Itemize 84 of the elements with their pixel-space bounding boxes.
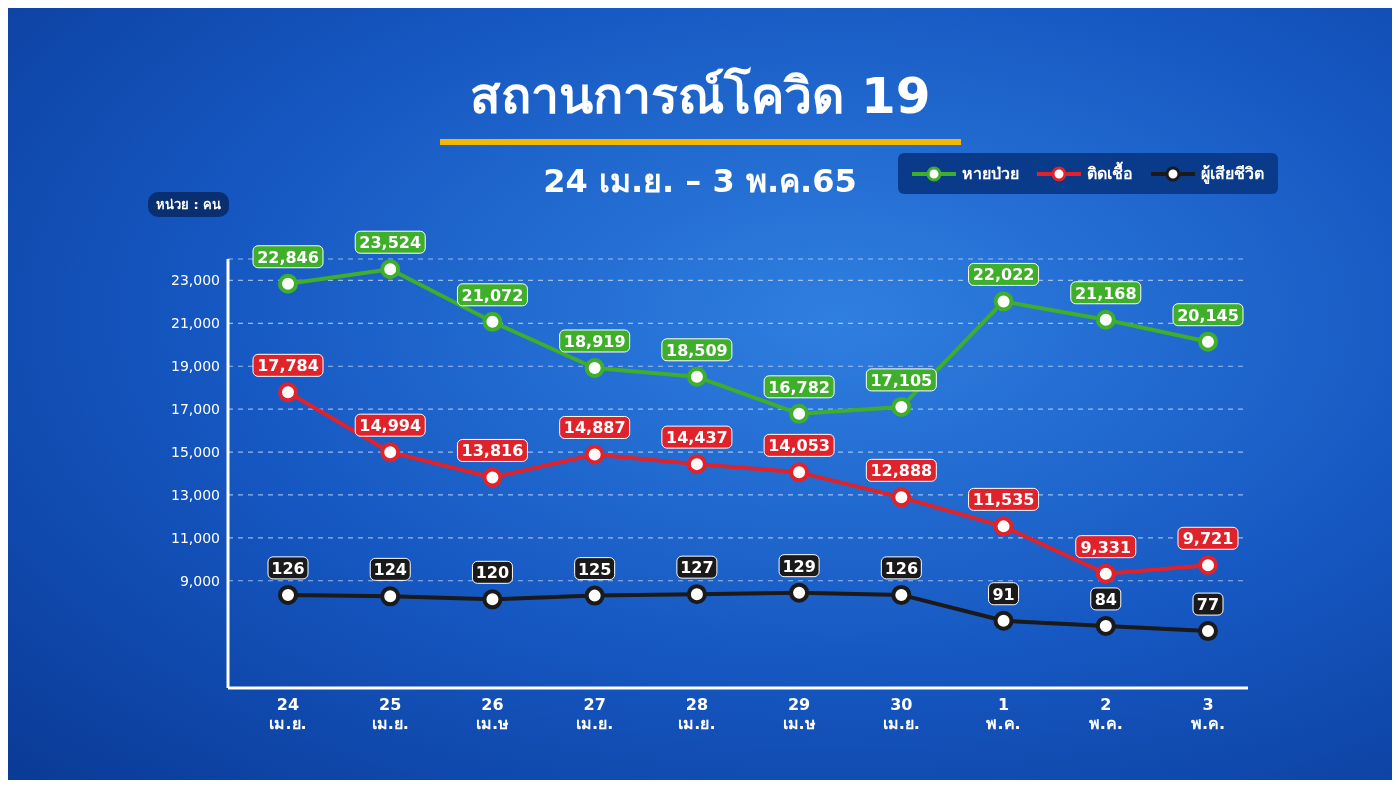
- data-label: 9,331: [1080, 537, 1132, 557]
- x-tick-label: 28 เม.ย.: [678, 695, 716, 733]
- data-label: 125: [577, 559, 612, 579]
- x-tick-label: 24 เม.ย.: [269, 695, 307, 733]
- x-tick-label: 25 เม.ย.: [371, 695, 409, 733]
- point: [789, 403, 810, 424]
- y-tick-label: 15,000: [171, 444, 220, 461]
- point: [584, 357, 605, 378]
- point: [278, 382, 298, 403]
- data-label: 21,168: [1074, 283, 1137, 303]
- data-label: 9,721: [1182, 529, 1234, 549]
- point: [891, 584, 912, 605]
- data-label: 17,105: [870, 370, 933, 390]
- point: [482, 589, 503, 610]
- point: [789, 582, 810, 603]
- x-tick-label: 1 พ.ค.: [986, 695, 1021, 733]
- point: [686, 584, 707, 605]
- data-label: 14,053: [768, 436, 830, 456]
- data-label: 124: [373, 560, 407, 580]
- x-tick-label: 30 เม.ย.: [882, 695, 920, 733]
- data-label: 18,509: [666, 340, 728, 360]
- x-tick-label: 26 เม.ษ: [475, 695, 509, 733]
- data-label: 12,888: [870, 461, 933, 481]
- point: [278, 273, 298, 294]
- legend-label: ติดเชื้อ: [1086, 161, 1133, 185]
- data-label: 13,816: [461, 441, 524, 461]
- point: [1198, 621, 1218, 642]
- data-label: 21,072: [461, 285, 524, 305]
- x-tick-label: 3 พ.ค.: [1190, 695, 1226, 733]
- data-label: 126: [271, 558, 305, 578]
- point: [1198, 331, 1218, 352]
- point: [584, 444, 605, 465]
- point: [584, 585, 605, 606]
- point: [380, 442, 401, 463]
- y-tick-label: 9,000: [179, 572, 220, 589]
- chart-subtitle: 24 เม.ย. – 3 พ.ค.65: [543, 162, 857, 200]
- chart-title: สถานการณ์โควิด 19: [439, 56, 961, 145]
- data-label: 17,784: [257, 356, 319, 376]
- point: [789, 462, 810, 483]
- data-label: 77: [1196, 595, 1220, 615]
- point: [993, 610, 1014, 631]
- y-tick-label: 19,000: [171, 358, 220, 375]
- point: [1095, 309, 1116, 330]
- y-tick-label: 13,000: [171, 486, 220, 503]
- point: [380, 259, 401, 280]
- data-label: 127: [680, 558, 714, 578]
- x-tick-label: 27 เม.ย.: [576, 695, 614, 733]
- data-label: 22,846: [257, 247, 319, 267]
- point: [891, 487, 912, 508]
- point: [482, 311, 503, 332]
- y-tick-label: 23,000: [171, 272, 220, 289]
- y-axis-title: หน่วย : คน: [148, 192, 230, 217]
- point: [482, 467, 503, 488]
- point: [686, 454, 707, 475]
- data-label: 14,994: [359, 416, 422, 436]
- data-label: 22,022: [972, 265, 1035, 285]
- data-label: 20,145: [1177, 305, 1239, 325]
- data-label: 126: [884, 558, 919, 578]
- data-label: 18,919: [563, 331, 626, 351]
- data-label: 23,524: [359, 233, 422, 253]
- legend-label: ผู้เสียชีวิต: [1200, 163, 1264, 186]
- x-tick-label: 2 พ.ค.: [1088, 695, 1123, 733]
- point: [686, 366, 707, 387]
- data-label: 129: [782, 556, 816, 576]
- point: [1198, 555, 1218, 576]
- data-label: 14,887: [563, 418, 626, 438]
- legend-label: หายป่วย: [961, 163, 1019, 185]
- y-tick-label: 17,000: [171, 401, 220, 418]
- y-tick-label: 11,000: [171, 529, 220, 546]
- data-label: 11,535: [972, 490, 1035, 510]
- x-tick-label: 29 เม.ษ: [782, 695, 816, 733]
- point: [993, 516, 1014, 537]
- data-label: 84: [1094, 589, 1117, 609]
- point: [891, 396, 912, 417]
- data-label: 91: [992, 584, 1015, 604]
- y-tick-label: 21,000: [171, 315, 220, 332]
- data-label: 14,437: [666, 428, 728, 448]
- data-label: 120: [475, 563, 510, 583]
- point: [1095, 563, 1116, 584]
- point: [278, 584, 298, 605]
- point: [380, 586, 401, 607]
- point: [1095, 615, 1116, 636]
- point: [993, 291, 1014, 312]
- data-label: 16,782: [768, 377, 830, 397]
